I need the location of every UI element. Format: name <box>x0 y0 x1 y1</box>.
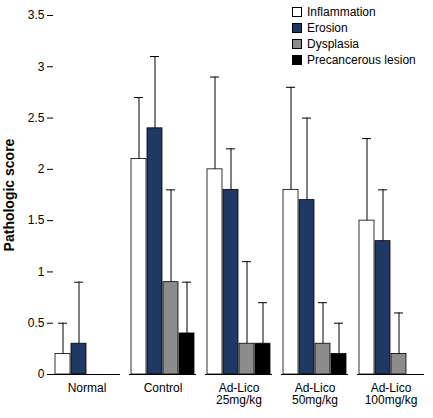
svg-text:1: 1 <box>38 265 45 279</box>
svg-text:Ad-Lico50mg/kg: Ad-Lico50mg/kg <box>292 381 338 407</box>
svg-text:Ad-Lico25mg/kg: Ad-Lico25mg/kg <box>216 381 262 407</box>
svg-text:Pathologic score: Pathologic score <box>1 138 17 251</box>
svg-text:0: 0 <box>38 367 45 381</box>
svg-text:2: 2 <box>38 162 45 176</box>
html-text:Dysplasia: Dysplasia <box>307 37 359 51</box>
svg-text:Control: Control <box>144 381 183 395</box>
html-text:Inflammation: Inflammation <box>307 5 376 19</box>
svg-text:Normal: Normal <box>68 381 107 395</box>
html-text:Precancerous lesion: Precancerous lesion <box>307 53 416 67</box>
svg-text:1.5: 1.5 <box>28 213 45 227</box>
svg-text:3: 3 <box>38 60 45 74</box>
svg-text:3.5: 3.5 <box>28 8 45 22</box>
svg-text:2.5: 2.5 <box>28 111 45 125</box>
svg-text:Ad-Lico100mg/kg: Ad-Lico100mg/kg <box>365 381 418 407</box>
html-text:Erosion: Erosion <box>307 21 348 35</box>
svg-text:0.5: 0.5 <box>28 316 45 330</box>
